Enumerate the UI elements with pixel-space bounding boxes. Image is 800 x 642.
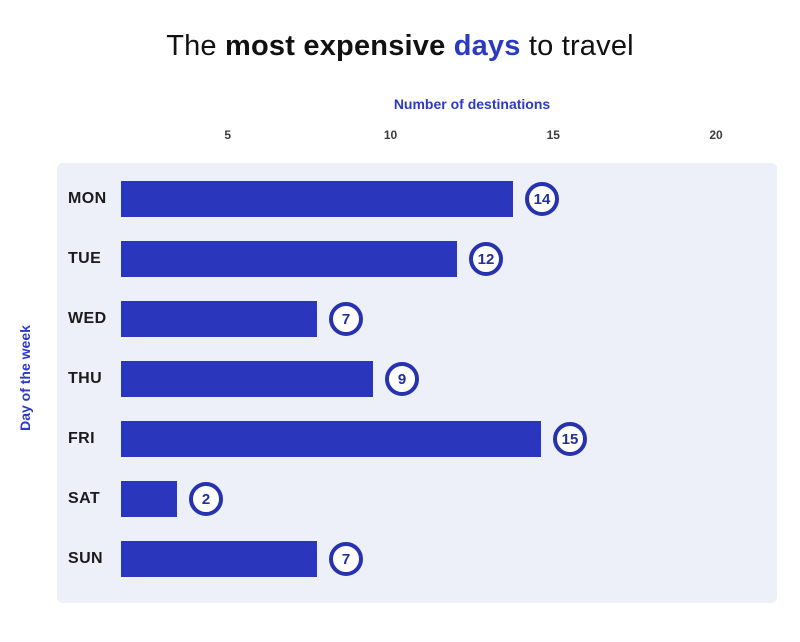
value-badge: 2 [189,482,223,516]
bar-fri [121,421,541,457]
bar-row-sun: SUN 7 [57,529,777,589]
value-badge: 14 [525,182,559,216]
chart-title: The most expensive days to travel [0,30,800,63]
value-badge: 7 [329,302,363,336]
day-label: SAT [68,490,101,507]
day-label: MON [68,190,107,207]
bar-row-mon: MON 14 [57,169,777,229]
value-badge: 15 [553,422,587,456]
bar-sun [121,541,317,577]
bar-row-wed: WED 7 [57,289,777,349]
bar-sat [121,481,177,517]
bar-row-sat: SAT 2 [57,469,777,529]
bar-row-fri: FRI 15 [57,409,777,469]
bar-row-tue: TUE 12 [57,229,777,289]
x-tick-label: 15 [546,128,560,142]
x-tick-row: 5 10 15 20 [0,128,800,144]
day-label: TUE [68,250,102,267]
bar-wed [121,301,317,337]
bar-thu [121,361,373,397]
x-tick-label: 5 [224,128,232,142]
x-tick-label: 10 [383,128,398,142]
chart-title-accent: days [453,30,521,62]
bar-tue [121,241,457,277]
chart-title-suffix: to travel [520,30,634,62]
y-axis-title: Day of the week [17,325,33,431]
chart-title-prefix: The [166,30,226,62]
chart-title-bold: most expensive [225,30,454,62]
x-axis-title: Number of destinations [393,96,551,112]
x-tick-label: 20 [709,128,723,142]
day-label: WED [68,310,107,327]
day-label: FRI [68,430,95,447]
plot-area: MON 14 TUE 12 WED 7 THU 9 FRI 15 SAT 2 SUN 7 [57,163,777,603]
value-badge: 12 [469,242,503,276]
bar-mon [121,181,513,217]
value-badge: 9 [385,362,419,396]
day-label: THU [68,370,103,387]
bar-row-thu: THU 9 [57,349,777,409]
value-badge: 7 [329,542,363,576]
day-label: SUN [68,550,103,567]
